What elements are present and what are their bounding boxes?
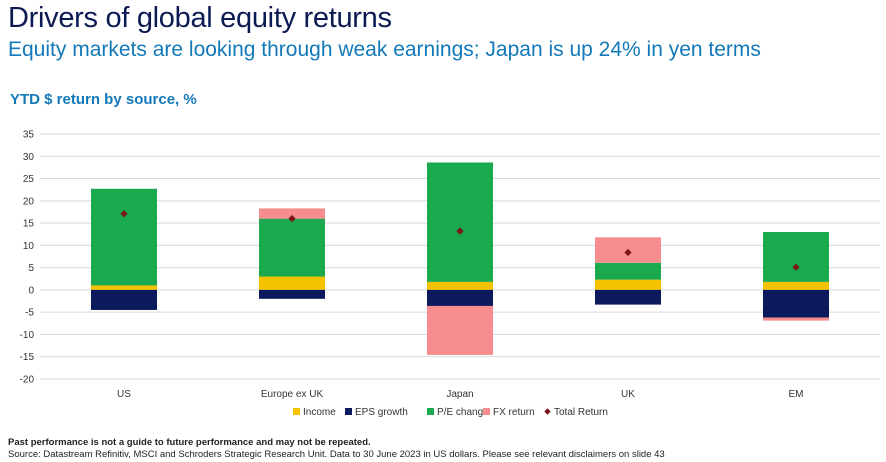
bar-eps-growth	[427, 289, 493, 306]
bar-income	[763, 281, 829, 290]
y-tick-label: 30	[23, 152, 35, 163]
bar-eps-growth	[259, 289, 325, 299]
bar-pe-change	[259, 218, 325, 277]
y-tick-label: 20	[23, 196, 35, 207]
legend-swatch-income	[293, 408, 300, 415]
bar-income	[259, 276, 325, 290]
y-tick-label: 15	[23, 219, 35, 230]
total-return-marker	[792, 263, 800, 271]
y-tick-label: 5	[28, 263, 34, 274]
legend-swatch-eps-growth	[345, 408, 352, 415]
bar-pe-change	[427, 162, 493, 282]
bar-eps-growth	[595, 289, 661, 305]
source-note: Source: Datastream Refinitiv, MSCI and S…	[8, 449, 665, 460]
x-tick-label: Japan	[446, 389, 473, 400]
x-tick-label: US	[117, 389, 131, 400]
chart-title: YTD $ return by source, %	[10, 91, 197, 108]
bar-fx-return	[763, 317, 829, 321]
x-axis: US Europe ex UK Japan UK EM	[117, 389, 803, 400]
bar-income	[595, 279, 661, 290]
legend-label: Income	[303, 407, 336, 418]
chart-legend: Income EPS growth P/E change FX return Total…	[293, 407, 608, 418]
bar-pe-change	[91, 188, 157, 286]
chart-bars	[91, 162, 829, 355]
total-return-marker	[120, 210, 128, 218]
x-tick-label: UK	[621, 389, 635, 400]
bar-fx-return	[427, 305, 493, 355]
y-tick-label: 10	[23, 241, 35, 252]
bar-income	[91, 285, 157, 290]
bar-fx-return	[259, 208, 325, 219]
legend-swatch-total-return	[544, 408, 551, 415]
y-tick-label: -15	[20, 352, 35, 363]
legend-swatch-fx-return	[483, 408, 490, 415]
performance-disclaimer: Past performance is not a guide to futur…	[8, 437, 371, 448]
y-tick-label: -5	[25, 308, 34, 319]
page-title: Drivers of global equity returns	[8, 2, 392, 34]
legend-label: EPS growth	[355, 407, 408, 418]
total-return-marker	[624, 248, 632, 257]
total-return-marker	[456, 227, 464, 235]
y-tick-label: -20	[20, 375, 35, 386]
y-tick-label: 25	[23, 174, 35, 185]
stacked-bar-chart: 35 30 25 20 15 10 5 0 -5 -10 -15 -20 US Europe ex UK…	[20, 130, 880, 418]
y-tick-label: 35	[23, 130, 35, 141]
y-axis: 35 30 25 20 15 10 5 0 -5 -10 -15 -20	[20, 130, 35, 386]
total-return-marker	[288, 215, 296, 223]
bar-income	[427, 281, 493, 290]
bar-eps-growth	[763, 289, 829, 318]
total-return-markers	[120, 210, 800, 271]
legend-swatch-pe-change	[427, 408, 434, 415]
page-subtitle: Equity markets are looking through weak …	[8, 38, 761, 61]
legend-label: FX return	[493, 407, 535, 418]
bar-pe-change	[595, 262, 661, 280]
bar-eps-growth	[91, 289, 157, 310]
legend-label: Total Return	[554, 407, 608, 418]
legend-label: P/E change	[437, 407, 489, 418]
y-tick-label: -10	[20, 330, 35, 341]
y-tick-label: 0	[28, 285, 34, 296]
x-tick-label: EM	[789, 389, 804, 400]
bar-pe-change	[763, 232, 829, 282]
x-tick-label: Europe ex UK	[261, 389, 324, 400]
